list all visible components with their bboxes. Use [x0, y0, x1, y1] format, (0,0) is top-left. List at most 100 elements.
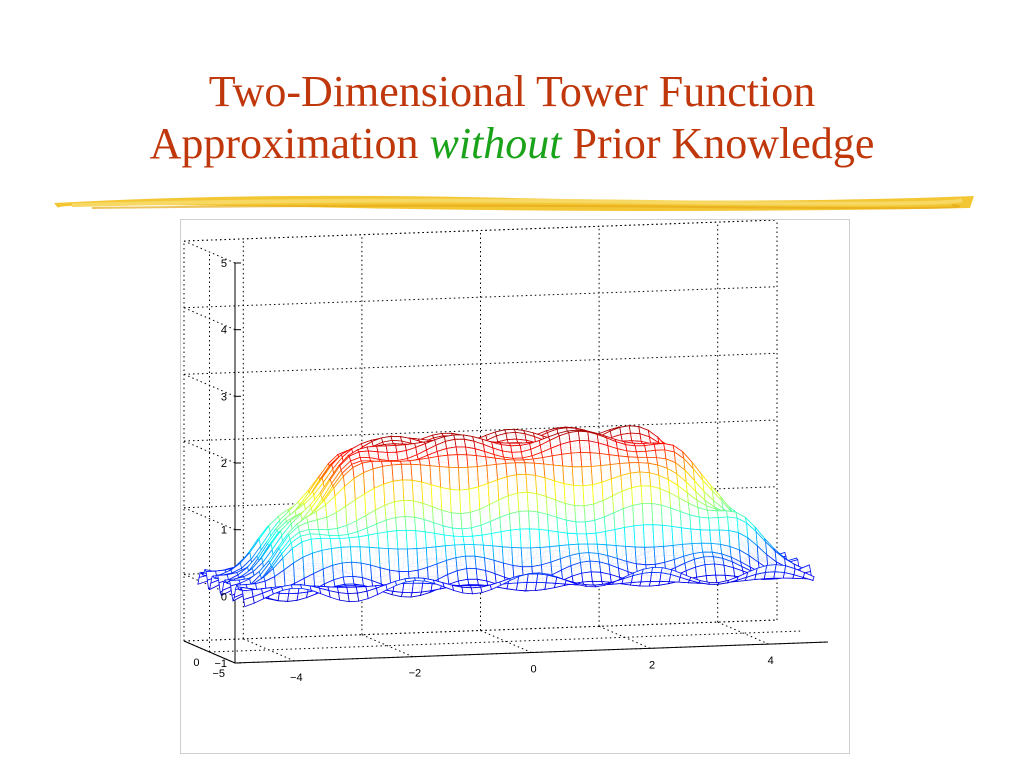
mesh-cell — [460, 511, 472, 530]
mesh-cell — [802, 572, 815, 581]
mesh-cell — [707, 509, 719, 519]
slide-title: Two-Dimensional Tower Function Approxima… — [0, 66, 1024, 170]
mesh-cell — [382, 464, 394, 485]
mesh-cell — [524, 462, 536, 476]
mesh-cell — [518, 510, 531, 530]
mesh-cell — [534, 581, 547, 591]
z-tick-label: 4 — [221, 325, 227, 337]
mesh-cell — [587, 543, 599, 554]
mesh-cell — [599, 453, 611, 467]
mesh-cell — [631, 485, 643, 506]
mesh-cell — [357, 590, 369, 602]
mesh-cell — [467, 578, 479, 586]
mesh-cell — [393, 499, 406, 518]
mesh-cell — [580, 560, 592, 574]
mesh-cell — [525, 473, 538, 495]
mesh-cell — [629, 471, 642, 489]
mesh-cell — [653, 443, 666, 451]
mesh-cell — [579, 439, 591, 454]
mesh-cell — [623, 525, 636, 548]
grid-line — [480, 630, 532, 653]
mesh-cell — [618, 455, 630, 464]
mesh-cell — [640, 485, 653, 504]
mesh-cell — [403, 499, 415, 518]
mesh-cell — [653, 545, 666, 565]
mesh-cell — [385, 516, 398, 533]
mesh-cell — [581, 571, 593, 583]
mesh-cell — [461, 586, 473, 595]
mesh-cell — [551, 453, 564, 467]
mesh-cell — [404, 516, 417, 532]
mesh-cell — [469, 508, 482, 529]
mesh-cell — [577, 430, 590, 442]
mesh-cell — [465, 555, 477, 570]
mesh-cell — [717, 516, 730, 531]
mesh-cell — [316, 516, 329, 531]
mesh-cell — [525, 581, 538, 592]
mesh-cell — [613, 508, 625, 530]
grid-line — [361, 634, 414, 658]
mesh-cell — [368, 546, 381, 569]
axis-grid — [183, 220, 829, 664]
mesh-cell — [395, 516, 407, 532]
mesh-cell — [455, 555, 468, 572]
mesh-cell — [546, 513, 559, 533]
title-word-prior-knowledge: Prior Knowledge — [572, 119, 875, 168]
mesh-cell — [644, 546, 656, 566]
mesh-cell — [499, 513, 512, 533]
mesh-cell — [383, 480, 395, 506]
mesh-cell — [405, 529, 418, 550]
mesh-cell — [586, 532, 598, 545]
mesh-cell — [511, 451, 523, 459]
mesh-cell — [577, 543, 590, 554]
mesh-cell — [463, 544, 476, 557]
mesh-cell — [590, 465, 603, 486]
mesh-cell — [468, 486, 481, 513]
mesh-cell — [449, 488, 462, 515]
grid-line — [183, 240, 236, 264]
mesh-cell — [400, 591, 413, 598]
mesh-cell — [660, 504, 673, 527]
mesh-cell — [506, 438, 519, 444]
mesh-cell — [411, 479, 424, 504]
mesh-cell — [359, 546, 372, 566]
mesh-cell — [708, 517, 720, 531]
mesh-cell — [588, 552, 600, 563]
mesh-cell — [342, 575, 355, 585]
mesh-cell — [500, 529, 513, 548]
mesh-cell — [642, 524, 655, 548]
z-tick-label: 5 — [221, 258, 227, 270]
mesh-cell — [358, 534, 370, 548]
z-tick-label: 1 — [221, 525, 227, 537]
mesh-cell — [448, 466, 461, 491]
mesh-cell — [396, 529, 408, 550]
mesh-cell — [377, 531, 389, 550]
mesh-cell — [575, 521, 587, 535]
mesh-cell — [557, 531, 570, 547]
mesh-cell — [563, 483, 576, 507]
z-tick-label: 2 — [221, 458, 227, 470]
mesh-cell — [510, 528, 522, 549]
mesh-cell — [428, 455, 440, 468]
mesh-cell — [709, 529, 721, 545]
mesh-cell — [537, 511, 549, 531]
mesh-cell — [650, 571, 662, 582]
mesh-cell — [505, 462, 518, 478]
mesh-cell — [628, 425, 641, 435]
mesh-cell — [536, 493, 548, 515]
mesh-cell — [437, 454, 450, 468]
x-tick-label: −4 — [290, 672, 303, 684]
mesh-cell — [608, 454, 621, 466]
mesh-cell — [462, 535, 475, 546]
mesh-cell — [359, 456, 372, 462]
mesh-cell — [519, 528, 532, 549]
mesh-cell — [424, 531, 437, 549]
grid-line — [717, 621, 769, 645]
mesh-cell — [765, 564, 777, 573]
mesh-cell — [698, 516, 711, 531]
mesh-cell — [661, 524, 674, 547]
mesh-cell — [648, 580, 661, 587]
mesh-cell — [516, 473, 528, 494]
mesh-cell — [402, 479, 414, 502]
